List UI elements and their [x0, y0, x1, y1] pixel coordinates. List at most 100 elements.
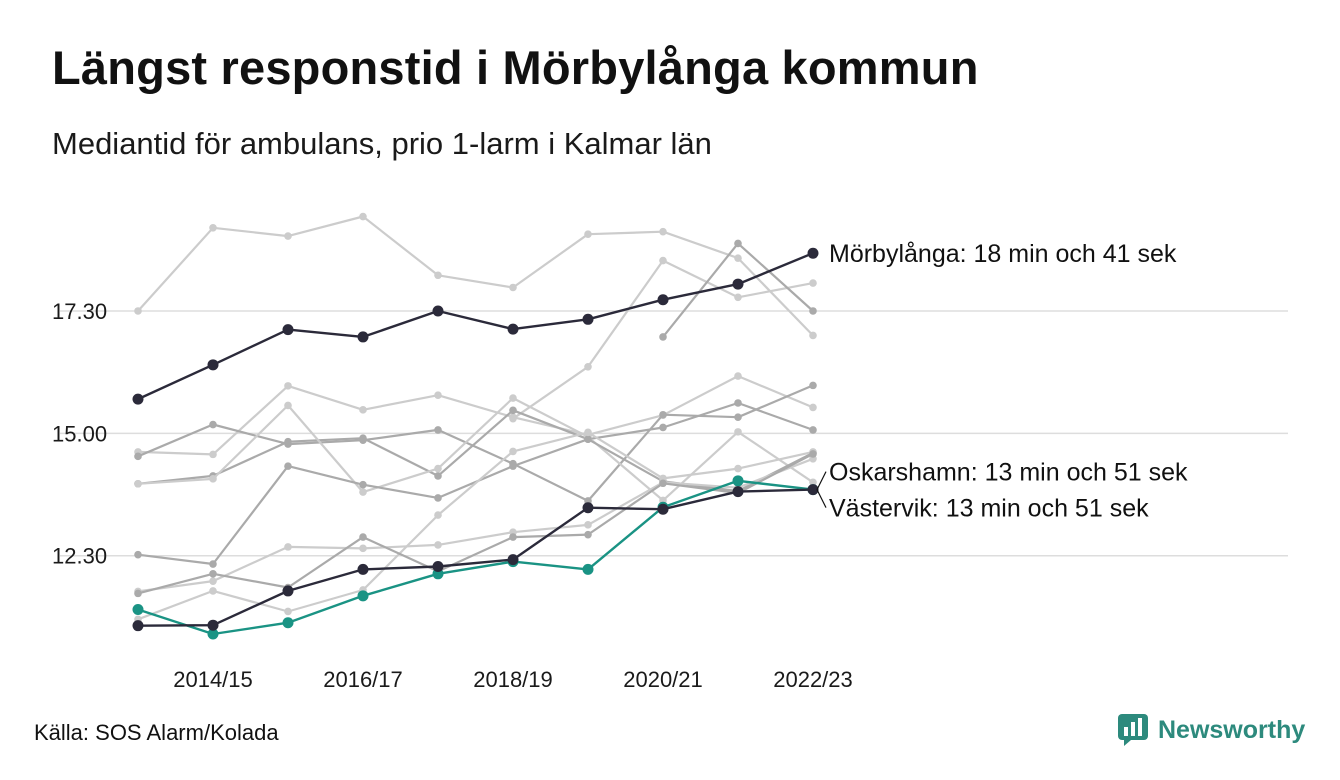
data-point	[659, 423, 667, 432]
data-point	[807, 247, 819, 259]
series-line	[137, 215, 814, 337]
data-point	[809, 279, 817, 287]
data-point	[582, 313, 594, 325]
data-point	[659, 479, 667, 488]
data-point	[284, 437, 292, 446]
data-point	[434, 494, 442, 502]
data-point	[732, 486, 744, 498]
data-point	[734, 413, 742, 421]
source-note: Källa: SOS Alarm/Kolada	[34, 720, 279, 745]
data-point	[209, 570, 217, 578]
chart-subtitle: Mediantid för ambulans, prio 1-larm i Ka…	[52, 126, 712, 161]
data-point	[734, 372, 742, 380]
series-line	[137, 438, 814, 566]
data-point	[507, 323, 519, 335]
series-end-label: Mörbylånga: 18 min och 41 sek	[829, 240, 1177, 268]
series-other-3	[134, 212, 817, 340]
data-point	[509, 533, 517, 541]
data-point	[357, 331, 369, 343]
data-point	[209, 560, 217, 568]
data-point	[584, 428, 592, 437]
series-other-12	[134, 454, 817, 596]
series-line	[137, 397, 814, 502]
series-other-11	[134, 428, 817, 624]
data-point	[209, 420, 217, 429]
x-tick-label: 2016/17	[323, 667, 403, 692]
data-point	[284, 607, 292, 616]
series-other-6	[134, 372, 817, 459]
series-other-4	[509, 256, 817, 423]
data-point	[134, 452, 142, 461]
data-point	[509, 394, 517, 402]
series-end-label: Oskarshamn: 13 min och 51 sek	[829, 459, 1188, 487]
series-line	[137, 431, 814, 621]
data-point	[207, 619, 219, 631]
data-point	[284, 232, 292, 240]
data-point	[357, 590, 369, 602]
x-tick-label: 2014/15	[173, 667, 253, 692]
data-point	[134, 307, 142, 315]
series-other-5	[659, 239, 817, 341]
data-point	[509, 413, 517, 421]
series-oskarshamn	[132, 484, 819, 632]
label-leader-line	[816, 489, 827, 508]
data-point	[434, 271, 442, 280]
data-point	[509, 406, 517, 415]
series-line	[137, 252, 814, 401]
data-point	[509, 462, 517, 470]
data-point	[282, 617, 294, 629]
data-point	[659, 333, 667, 341]
data-point	[284, 543, 292, 551]
data-point	[734, 399, 742, 407]
data-point	[584, 435, 592, 444]
data-point	[434, 426, 442, 434]
data-point	[359, 480, 367, 489]
series-other-8	[134, 399, 817, 488]
data-point	[284, 382, 292, 390]
data-point	[809, 403, 817, 412]
data-point	[734, 293, 742, 302]
y-axis-labels: 12.30 15.00 17.30	[52, 299, 107, 569]
series-end-label: Västervik: 13 min och 51 sek	[829, 495, 1149, 523]
y-tick-label: 12.30	[52, 544, 107, 569]
data-point	[209, 577, 217, 585]
data-point	[209, 475, 217, 483]
highlighted-series	[132, 247, 819, 640]
data-point	[659, 410, 667, 419]
data-point	[132, 604, 144, 616]
series-line	[137, 375, 814, 456]
data-point	[584, 521, 592, 529]
data-point	[732, 475, 744, 487]
brand-name: Newsworthy	[1158, 715, 1306, 744]
series-line	[137, 457, 814, 593]
x-tick-label: 2022/23	[773, 667, 853, 692]
data-point	[809, 331, 817, 340]
data-point	[809, 381, 817, 390]
x-tick-label: 2020/21	[623, 667, 703, 692]
series-line	[137, 452, 814, 595]
data-point	[134, 589, 142, 598]
series-line	[137, 479, 814, 636]
grid-lines	[60, 310, 1288, 557]
data-point	[284, 401, 292, 410]
series-line	[137, 488, 814, 627]
data-point	[359, 212, 367, 221]
data-point	[359, 406, 367, 414]
background-series	[134, 212, 817, 624]
data-point	[657, 294, 669, 306]
data-point	[809, 426, 817, 434]
data-point	[809, 450, 817, 458]
data-point	[282, 585, 294, 597]
data-point	[359, 533, 367, 541]
x-tick-label: 2018/19	[473, 667, 553, 692]
data-point	[132, 393, 144, 405]
data-point	[432, 560, 444, 572]
data-point	[132, 620, 144, 632]
data-point	[584, 230, 592, 238]
data-point	[434, 391, 442, 399]
brand-logo: Newsworthy	[1118, 714, 1305, 746]
data-point	[359, 544, 367, 553]
data-point	[209, 587, 217, 595]
data-point	[657, 503, 669, 515]
data-point	[359, 488, 367, 496]
